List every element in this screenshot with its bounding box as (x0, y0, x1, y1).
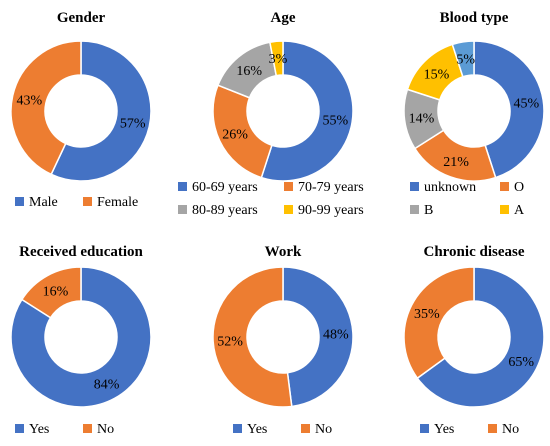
legend-swatch (15, 424, 24, 433)
legend: Yes No (233, 422, 332, 437)
legend-swatch (178, 182, 187, 191)
data-label: 16% (236, 64, 262, 79)
legend-label: 60-69 years (192, 180, 258, 195)
data-label: 52% (217, 334, 243, 349)
legend: Male Female (15, 195, 138, 210)
legend-label: B (424, 203, 433, 218)
data-label: 5% (456, 53, 475, 68)
chart-title: Gender (57, 10, 106, 26)
legend-swatch (284, 205, 293, 214)
donut-slice-60-69-years (260, 40, 354, 182)
data-label: 45% (514, 97, 540, 112)
chart-title: Chronic disease (424, 244, 525, 260)
legend-swatch (488, 424, 497, 433)
donut-slice-yes (282, 266, 354, 408)
data-label: 26% (222, 128, 248, 143)
data-label: 55% (323, 113, 349, 128)
chart-title: Age (271, 10, 296, 26)
donut-slice-no (212, 266, 293, 408)
legend-swatch (500, 205, 509, 214)
legend-label: No (97, 422, 114, 437)
chart-title: Blood type (440, 10, 509, 26)
legend-label: 90-99 years (298, 203, 364, 218)
legend-label: Female (97, 195, 138, 210)
legend-swatch (178, 205, 187, 214)
data-label: 84% (94, 377, 120, 392)
donut-slice-70-79-years (212, 84, 273, 179)
legend-swatch (284, 182, 293, 191)
donut-slice-yes (416, 266, 545, 408)
donut-slice-slice-4 (451, 40, 475, 78)
data-label: 15% (424, 68, 450, 83)
legend: 60-69 years 70-79 years 80-89 years 90-99 y… (178, 180, 364, 218)
legend-label: unknown (424, 180, 476, 195)
legend-label: A (514, 203, 525, 218)
legend-swatch (83, 197, 92, 206)
donut-slice-female (10, 40, 82, 176)
legend-swatch (15, 197, 24, 206)
legend: unknown O B A (410, 180, 525, 218)
donut-slice-unknown (473, 40, 545, 179)
data-label: 16% (43, 285, 69, 300)
legend-label: 70-79 years (298, 180, 364, 195)
donut-slice-male (50, 40, 152, 182)
legend-label: 80-89 years (192, 203, 258, 218)
legend-swatch (301, 424, 310, 433)
data-label: 21% (443, 155, 469, 170)
legend-label: Yes (434, 422, 454, 437)
chart-received-education: Received education 84% 16% Yes No (10, 244, 152, 437)
legend-swatch (420, 424, 429, 433)
legend-label: Yes (29, 422, 49, 437)
data-label: 57% (120, 117, 146, 132)
data-label: 65% (508, 355, 534, 370)
legend-label: Male (29, 195, 58, 210)
chart-blood-type: Blood type 45% 21% 14% 15% 5% unknown O B A (403, 10, 545, 218)
donut-slice-yes (10, 266, 152, 408)
chart-gender: Gender 57% 43% Male Female (10, 10, 152, 210)
legend-swatch (233, 424, 242, 433)
legend-label: No (502, 422, 519, 437)
data-label: 43% (16, 93, 42, 108)
donut-slice-90-99-years (269, 40, 284, 77)
chart-title: Work (265, 244, 302, 260)
legend-swatch (500, 182, 509, 191)
legend-label: No (315, 422, 332, 437)
donut-slice-no (403, 266, 475, 380)
legend: Yes No (420, 422, 519, 437)
data-label: 48% (323, 328, 349, 343)
chart-title: Received education (19, 244, 143, 260)
legend: Yes No (15, 422, 114, 437)
data-label: 14% (409, 112, 435, 127)
legend-label: O (514, 180, 524, 195)
chart-age: Age 55% 26% 16% 3% 60-69 years 70-79 years 80-8… (178, 10, 364, 218)
legend-swatch (83, 424, 92, 433)
chart-chronic-disease: Chronic disease 65% 35% Yes No (403, 244, 545, 437)
data-label: 3% (269, 52, 288, 67)
data-label: 35% (414, 307, 440, 322)
legend-swatch (410, 205, 419, 214)
legend-swatch (410, 182, 419, 191)
legend-label: Yes (247, 422, 267, 437)
chart-work: Work 48% 52% Yes No (212, 244, 354, 437)
donut-slice-no (20, 266, 82, 319)
